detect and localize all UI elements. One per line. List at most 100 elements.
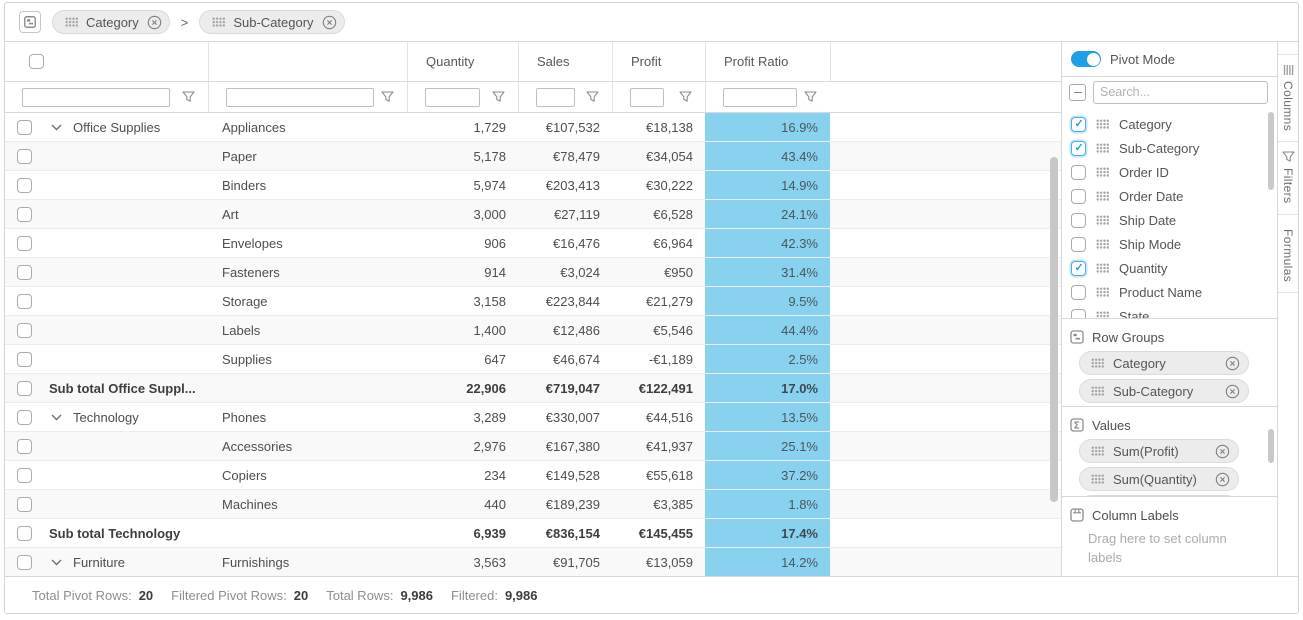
drag-handle-icon[interactable] <box>1091 474 1104 484</box>
filter-input[interactable] <box>536 87 575 107</box>
drag-handle-icon[interactable] <box>1096 191 1109 201</box>
row-checkbox[interactable] <box>17 438 32 454</box>
header-sales[interactable]: Sales <box>518 42 612 81</box>
column-list-item[interactable]: State <box>1062 304 1277 318</box>
close-icon[interactable] <box>1215 472 1230 487</box>
value-chip[interactable]: Sum(Profit) <box>1079 439 1239 463</box>
drag-handle-icon[interactable] <box>1096 143 1109 153</box>
filter-funnel-icon[interactable] <box>492 91 505 103</box>
column-list-item[interactable]: Ship Date <box>1062 208 1277 232</box>
group-panel-button[interactable] <box>19 11 41 33</box>
chevron-down-icon[interactable] <box>32 559 62 566</box>
filter-input[interactable] <box>22 87 170 107</box>
row-checkbox[interactable] <box>17 554 32 570</box>
column-list-item[interactable]: Product Name <box>1062 280 1277 304</box>
row-checkbox[interactable] <box>17 467 32 483</box>
drag-handle-icon[interactable] <box>1096 311 1109 318</box>
row-checkbox[interactable] <box>17 119 32 135</box>
row-group-chip[interactable]: Category <box>1079 351 1249 375</box>
table-row[interactable]: Sub total Office Suppl... 22,906 €719,047 €… <box>5 374 1061 403</box>
group-chip[interactable]: Sub-Category <box>199 10 345 34</box>
column-checkbox[interactable] <box>1071 188 1086 204</box>
filter-input[interactable] <box>425 87 480 107</box>
chevron-down-icon[interactable] <box>32 414 62 421</box>
column-list-item[interactable]: Quantity <box>1062 256 1277 280</box>
row-checkbox[interactable] <box>17 206 32 222</box>
value-chip[interactable]: Sum(Quantity) <box>1079 467 1239 491</box>
column-list-item[interactable]: Order ID <box>1062 160 1277 184</box>
table-row[interactable]: Fasteners 914 €3,024 €950 31.4% <box>5 258 1061 287</box>
row-checkbox[interactable] <box>17 264 32 280</box>
row-checkbox[interactable] <box>17 177 32 193</box>
table-row[interactable]: Supplies 647 €46,674 -€1,189 2.5% <box>5 345 1061 374</box>
row-checkbox[interactable] <box>17 380 32 396</box>
table-row[interactable]: Accessories 2,976 €167,380 €41,937 25.1% <box>5 432 1061 461</box>
table-row[interactable]: Technology Phones 3,289 €330,007 €44,516 13.5… <box>5 403 1061 432</box>
table-row[interactable]: Storage 3,158 €223,844 €21,279 9.5% <box>5 287 1061 316</box>
drag-handle-icon[interactable] <box>1091 386 1104 396</box>
column-list-scrollbar-thumb[interactable] <box>1268 112 1274 190</box>
drag-handle-icon[interactable] <box>1091 358 1104 368</box>
drag-handle-icon[interactable] <box>1096 119 1109 129</box>
header-profit-ratio[interactable]: Profit Ratio <box>705 42 830 81</box>
tab-columns[interactable]: Columns <box>1278 54 1298 143</box>
table-row[interactable]: Furniture Furnishings 3,563 €91,705 €13,059 1… <box>5 548 1061 576</box>
chevron-down-icon[interactable] <box>32 124 62 131</box>
row-checkbox[interactable] <box>17 293 32 309</box>
column-checkbox[interactable] <box>1071 116 1086 132</box>
close-icon[interactable] <box>147 15 162 30</box>
close-icon[interactable] <box>1225 384 1240 399</box>
filter-funnel-icon[interactable] <box>381 91 394 103</box>
filter-funnel-icon[interactable] <box>679 91 692 103</box>
values-scrollbar-thumb[interactable] <box>1268 429 1274 463</box>
drag-handle-icon[interactable] <box>1096 287 1109 297</box>
table-row[interactable]: Office Supplies Appliances 1,729 €107,532 €1… <box>5 113 1061 142</box>
table-row[interactable]: Paper 5,178 €78,479 €34,054 43.4% <box>5 142 1061 171</box>
drag-handle-icon[interactable] <box>1096 263 1109 273</box>
tab-formulas[interactable]: Formulas <box>1278 215 1298 293</box>
column-list-item[interactable]: Order Date <box>1062 184 1277 208</box>
header-profit[interactable]: Profit <box>612 42 705 81</box>
column-checkbox[interactable] <box>1071 212 1086 228</box>
column-checkbox[interactable] <box>1071 284 1086 300</box>
row-checkbox[interactable] <box>17 235 32 251</box>
column-checkbox[interactable] <box>1071 308 1086 318</box>
close-icon[interactable] <box>322 15 337 30</box>
column-list-item[interactable]: Sub-Category <box>1062 136 1277 160</box>
drag-handle-icon[interactable] <box>212 17 226 27</box>
select-all-checkbox[interactable] <box>29 54 44 69</box>
table-row[interactable]: Sub total Technology 6,939 €836,154 €145,45… <box>5 519 1061 548</box>
column-list-item[interactable]: Category <box>1062 112 1277 136</box>
filter-funnel-icon[interactable] <box>804 91 817 103</box>
column-list-item[interactable]: Ship Mode <box>1062 232 1277 256</box>
row-checkbox[interactable] <box>17 409 32 425</box>
row-checkbox[interactable] <box>17 525 32 541</box>
pivot-mode-toggle[interactable] <box>1071 51 1101 67</box>
row-group-chip[interactable]: Sub-Category <box>1079 379 1249 403</box>
tab-filters[interactable]: Filters <box>1278 142 1298 215</box>
drag-handle-icon[interactable] <box>1096 167 1109 177</box>
drag-handle-icon[interactable] <box>1096 239 1109 249</box>
column-checkbox[interactable] <box>1071 260 1086 276</box>
filter-input[interactable] <box>723 87 797 107</box>
header-subcategory-column[interactable] <box>208 42 407 81</box>
column-checkbox[interactable] <box>1071 236 1086 252</box>
row-checkbox[interactable] <box>17 148 32 164</box>
drag-handle-icon[interactable] <box>1096 215 1109 225</box>
group-chip[interactable]: Category <box>52 10 170 34</box>
table-row[interactable]: Labels 1,400 €12,486 €5,546 44.4% <box>5 316 1061 345</box>
header-quantity[interactable]: Quantity <box>407 42 518 81</box>
row-checkbox[interactable] <box>17 322 32 338</box>
filter-input[interactable] <box>630 87 664 107</box>
table-row[interactable]: Machines 440 €189,239 €3,385 1.8% <box>5 490 1061 519</box>
row-checkbox[interactable] <box>17 496 32 512</box>
drag-handle-icon[interactable] <box>65 17 78 27</box>
column-checkbox[interactable] <box>1071 140 1086 156</box>
collapse-all-button[interactable] <box>1069 83 1086 101</box>
filter-funnel-icon[interactable] <box>586 91 599 103</box>
table-row[interactable]: Binders 5,974 €203,413 €30,222 14.9% <box>5 171 1061 200</box>
column-checkbox[interactable] <box>1071 164 1086 180</box>
filter-funnel-icon[interactable] <box>182 91 195 103</box>
drag-handle-icon[interactable] <box>1091 446 1104 456</box>
table-row[interactable]: Copiers 234 €149,528 €55,618 37.2% <box>5 461 1061 490</box>
